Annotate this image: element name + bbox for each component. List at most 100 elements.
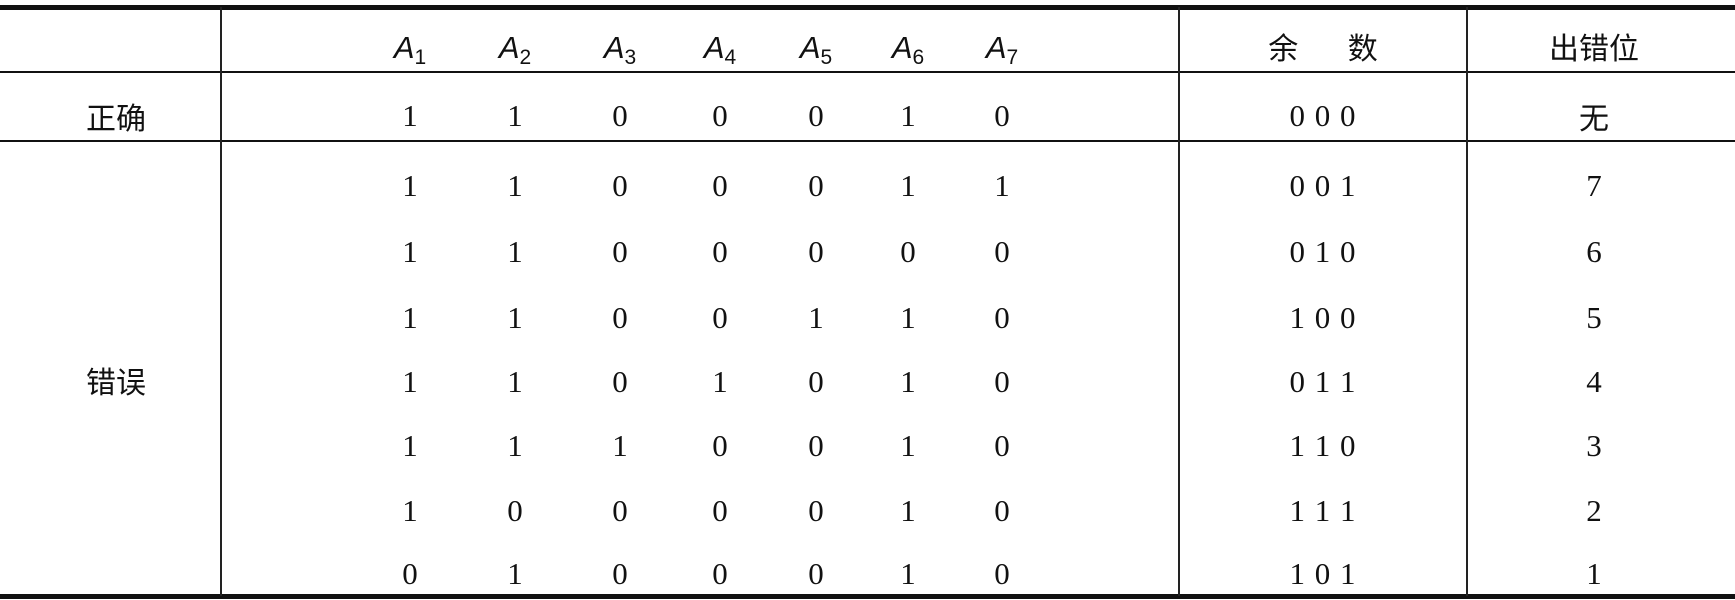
bit-cell: 0 <box>994 364 1010 399</box>
bit-cell: 1 <box>507 168 523 203</box>
bit-header-sub: 1 <box>414 46 427 69</box>
bit-header: A1 <box>394 30 426 70</box>
column-rule <box>1466 7 1468 596</box>
error-header: 出错位 <box>1549 32 1639 67</box>
bit-header: A5 <box>800 30 832 70</box>
bit-cell: 1 <box>507 300 523 335</box>
bit-cell: 0 <box>808 168 824 203</box>
bit-cell: 0 <box>808 556 824 591</box>
bit-cell: 0 <box>900 234 916 269</box>
remainder-cell: 1 1 0 <box>1289 428 1357 463</box>
error-bit-cell: 7 <box>1586 168 1602 203</box>
bit-cell: 0 <box>994 98 1010 133</box>
bit-cell: 0 <box>712 428 728 463</box>
top-rule <box>0 5 1735 10</box>
bit-cell: 0 <box>612 168 628 203</box>
remainder-cell: 0 0 1 <box>1289 168 1357 203</box>
bit-cell: 0 <box>712 234 728 269</box>
bit-cell: 0 <box>994 428 1010 463</box>
bit-cell: 1 <box>507 98 523 133</box>
bit-header-sub: 5 <box>820 46 833 69</box>
bit-cell: 1 <box>900 556 916 591</box>
bit-cell: 0 <box>994 556 1010 591</box>
bit-cell: 1 <box>402 364 418 399</box>
bit-cell: 1 <box>507 364 523 399</box>
error-bit-cell: 2 <box>1586 493 1602 528</box>
bit-cell: 1 <box>712 364 728 399</box>
bit-header-base: A <box>891 30 913 65</box>
error-bit-cell: 4 <box>1586 364 1602 399</box>
column-rule <box>1178 7 1180 596</box>
error-bit-cell: 3 <box>1586 428 1602 463</box>
bit-cell: 1 <box>507 234 523 269</box>
bit-cell: 1 <box>402 428 418 463</box>
bit-cell: 0 <box>612 234 628 269</box>
error-bit-cell: 无 <box>1579 102 1609 137</box>
bit-header-sub: 3 <box>624 46 637 69</box>
bit-cell: 0 <box>612 493 628 528</box>
column-rule <box>220 7 222 596</box>
bit-cell: 1 <box>900 98 916 133</box>
bit-cell: 0 <box>612 364 628 399</box>
bit-cell: 1 <box>402 98 418 133</box>
error-bit-cell: 5 <box>1586 300 1602 335</box>
bit-cell: 0 <box>994 234 1010 269</box>
bit-cell: 0 <box>507 493 523 528</box>
bottom-rule <box>0 594 1735 599</box>
bit-header: A6 <box>892 30 924 70</box>
bit-header: A7 <box>986 30 1018 70</box>
row-label: 正确 <box>86 102 146 137</box>
bit-header-sub: 7 <box>1006 46 1019 69</box>
error-bit-cell: 6 <box>1586 234 1602 269</box>
remainder-cell: 0 0 0 <box>1289 98 1357 133</box>
bit-cell: 0 <box>612 300 628 335</box>
row-label: 错误 <box>86 366 146 401</box>
remainder-cell: 0 1 1 <box>1289 364 1357 399</box>
remainder-cell: 1 0 0 <box>1289 300 1357 335</box>
bit-cell: 1 <box>507 428 523 463</box>
bit-cell: 0 <box>808 493 824 528</box>
bit-cell: 1 <box>612 428 628 463</box>
bit-cell: 1 <box>507 556 523 591</box>
bit-cell: 0 <box>808 364 824 399</box>
bit-header-base: A <box>603 30 625 65</box>
bit-cell: 0 <box>712 98 728 133</box>
remainder-header: 余 数 <box>1268 32 1378 67</box>
error-bit-cell: 1 <box>1586 556 1602 591</box>
bit-header: A3 <box>604 30 636 70</box>
bit-cell: 1 <box>808 300 824 335</box>
bit-header: A4 <box>704 30 736 70</box>
bit-cell: 1 <box>402 493 418 528</box>
remainder-cell: 1 0 1 <box>1289 556 1357 591</box>
bit-cell: 1 <box>994 168 1010 203</box>
bit-cell: 0 <box>808 234 824 269</box>
remainder-cell: 0 1 0 <box>1289 234 1357 269</box>
bit-header: A2 <box>499 30 531 70</box>
bit-header-base: A <box>703 30 725 65</box>
remainder-cell: 1 1 1 <box>1289 493 1357 528</box>
bit-cell: 1 <box>402 234 418 269</box>
bit-header-sub: 4 <box>724 46 737 69</box>
bit-cell: 0 <box>612 556 628 591</box>
group-rule <box>0 140 1735 142</box>
bit-cell: 0 <box>402 556 418 591</box>
bit-header-base: A <box>985 30 1007 65</box>
bit-cell: 1 <box>900 300 916 335</box>
bit-cell: 0 <box>994 300 1010 335</box>
bit-header-sub: 6 <box>912 46 925 69</box>
bit-cell: 1 <box>900 493 916 528</box>
bit-cell: 0 <box>612 98 628 133</box>
bit-cell: 0 <box>712 556 728 591</box>
bit-cell: 0 <box>712 168 728 203</box>
bit-header-base: A <box>393 30 415 65</box>
header-rule <box>0 71 1735 73</box>
bit-header-sub: 2 <box>519 46 532 69</box>
bit-cell: 0 <box>808 428 824 463</box>
bit-header-base: A <box>498 30 520 65</box>
bit-header-base: A <box>799 30 821 65</box>
bit-cell: 1 <box>402 168 418 203</box>
bit-cell: 1 <box>402 300 418 335</box>
bit-cell: 1 <box>900 428 916 463</box>
bit-cell: 1 <box>900 364 916 399</box>
